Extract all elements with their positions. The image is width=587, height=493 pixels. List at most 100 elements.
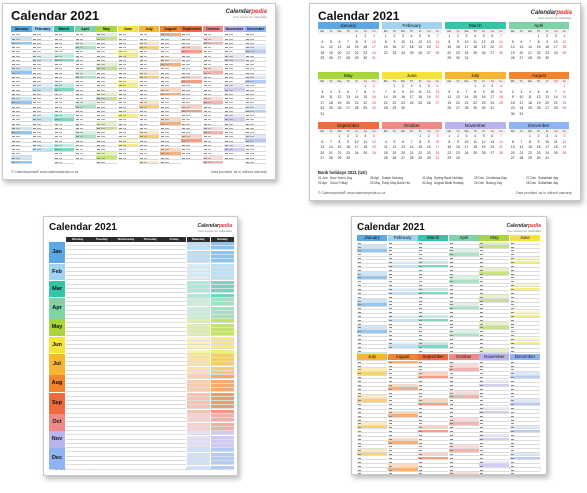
day-number-mark — [388, 292, 392, 294]
day-cell — [186, 332, 211, 337]
calendar-preview-weekday-grid[interactable]: Calendar 2021 Calendarpedia Your source … — [43, 216, 238, 476]
day-cell — [202, 37, 224, 42]
day-cell — [114, 328, 138, 332]
day-number: 21 — [528, 50, 532, 55]
weekday-mark — [122, 42, 126, 44]
day-number-mark — [449, 254, 453, 256]
day-number: 21 — [409, 150, 414, 155]
day-cell — [90, 461, 114, 466]
weekday-mark — [122, 38, 126, 40]
weekday-mark — [37, 55, 41, 57]
day-number: 23 — [363, 50, 368, 55]
weekday-mark — [229, 93, 233, 95]
weekday-mark — [229, 38, 233, 40]
day-cell — [11, 160, 32, 165]
month-header: September — [418, 354, 449, 360]
day-cell — [90, 439, 114, 444]
day-number-mark — [33, 34, 37, 36]
weekday-mark — [101, 42, 105, 44]
day-number: 23 — [456, 150, 460, 155]
day-number-mark — [203, 72, 207, 74]
day-cell — [160, 54, 181, 59]
day-cell — [210, 289, 235, 294]
day-number: 22 — [562, 100, 567, 105]
day-cell — [11, 147, 32, 152]
day-number: 19 — [418, 45, 423, 50]
weekday-mark — [229, 119, 233, 121]
calendar-preview-12-month-columns[interactable]: Calendar 2021 Calendarpedia Your source … — [2, 3, 276, 180]
day-number: 5 — [372, 134, 375, 138]
day-number: 28 — [464, 106, 469, 111]
day-number-mark — [161, 161, 165, 163]
day-cell — [186, 267, 211, 272]
day-number-mark — [511, 315, 514, 317]
day-number-mark — [480, 446, 484, 448]
day-cell — [160, 62, 181, 67]
day-number-mark — [419, 331, 423, 333]
weekday-mark — [186, 149, 190, 150]
day-cell — [186, 358, 211, 363]
weekday-mark — [250, 149, 254, 150]
day-number-mark — [419, 296, 423, 298]
day-number-mark — [225, 102, 228, 104]
day-number-mark — [449, 323, 453, 325]
calendar-preview-month-blocks[interactable]: Calendar 2021 Calendarpedia Your source … — [309, 3, 581, 201]
weekday-label: Tu — [392, 129, 396, 133]
calendar-preview-half-year[interactable]: Calendar 2021 Calendarpedia Your source … — [351, 216, 547, 475]
day-number-mark — [388, 250, 392, 252]
day-number-mark — [419, 250, 423, 252]
weekday-mark — [79, 76, 84, 78]
weekday-label: Th — [346, 29, 350, 33]
day-cell — [53, 160, 75, 165]
day-cell — [90, 297, 114, 302]
day-number: 12 — [426, 89, 431, 94]
day-cell — [210, 297, 235, 302]
day-cell — [186, 426, 211, 431]
day-number-mark — [225, 51, 228, 53]
day-cell — [96, 113, 117, 118]
day-number-mark — [511, 415, 514, 417]
weekday-mark — [165, 157, 169, 159]
day-cell — [90, 465, 114, 470]
weekday-mark — [186, 38, 190, 40]
day-cell — [53, 118, 75, 122]
weekday-mark — [16, 136, 20, 138]
day-cell — [11, 50, 32, 54]
weekday-row: Mo Tu We Th Fr Sa Su — [318, 29, 379, 34]
weekday-mark — [58, 123, 63, 125]
weekday-mark — [207, 110, 212, 112]
day-number-mark — [182, 144, 186, 146]
weekday-mark — [165, 106, 169, 108]
day-number: 26 — [481, 150, 486, 155]
day-cell — [210, 310, 235, 315]
day-cell — [162, 422, 186, 427]
day-number-mark — [33, 136, 37, 138]
day-cell — [162, 444, 186, 449]
day-number-mark — [449, 388, 453, 390]
day-number-mark — [33, 55, 37, 57]
day-number: 10 — [435, 139, 440, 144]
day-number: 14 — [435, 39, 440, 44]
weekday-column-header: Saturday — [186, 237, 211, 242]
day-number: 5 — [537, 89, 540, 94]
day-number: 19 — [562, 145, 567, 150]
day-number-mark — [182, 34, 186, 36]
day-cell — [160, 130, 181, 135]
day-number: 1 — [393, 84, 396, 88]
weekday-mark — [186, 85, 190, 87]
day-number-mark — [203, 140, 207, 142]
day-cell — [162, 323, 186, 328]
weekday-mark — [250, 89, 254, 91]
day-number: 9 — [537, 139, 540, 144]
day-number: 24 — [354, 150, 359, 155]
day-number-mark — [54, 98, 58, 99]
month-block: February Mo Tu We Th Fr Sa Su 1 2 3 4 5 6 7 8 9 10 11 12 13 1… — [381, 22, 442, 69]
weekday-mark — [165, 153, 169, 155]
month-header: August — [508, 72, 569, 79]
day-number-mark — [246, 149, 250, 150]
day-number: 31 — [545, 156, 550, 161]
day-cell — [210, 371, 235, 375]
day-number-mark — [358, 342, 361, 344]
day-number: 7 — [520, 139, 523, 144]
day-number: 6 — [520, 39, 523, 44]
